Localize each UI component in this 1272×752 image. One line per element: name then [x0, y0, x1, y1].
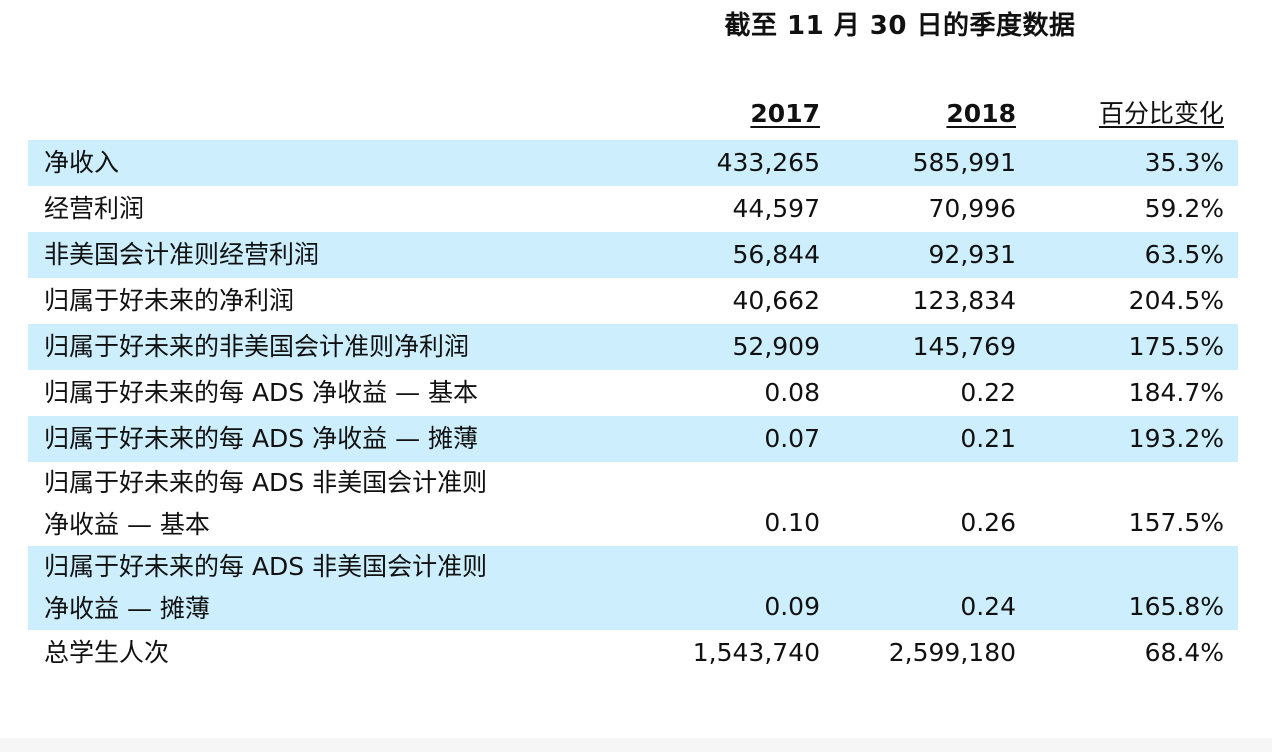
value-2017: 0.08 [764, 378, 820, 407]
value-percent: 193.2% [1128, 424, 1224, 453]
value-percent: 157.5% [1128, 508, 1224, 537]
value-percent: 68.4% [1144, 638, 1224, 667]
value-2018: 92,931 [928, 240, 1016, 269]
table-header: 2017 2018 百分比变化 [28, 92, 1238, 136]
value-2018: 0.26 [960, 508, 1016, 537]
value-percent: 59.2% [1144, 194, 1224, 223]
value-2017: 52,909 [732, 332, 820, 361]
value-2017: 0.07 [764, 424, 820, 453]
bottom-divider [0, 738, 1272, 752]
table-row: 归属于好未来的每 ADS 非美国会计准则 净收益 — 基本 0.10 0.26 … [28, 462, 1238, 546]
value-2018: 145,769 [912, 332, 1016, 361]
value-2017: 433,265 [716, 148, 820, 177]
value-2017: 40,662 [732, 286, 820, 315]
value-2018: 0.21 [960, 424, 1016, 453]
value-percent: 35.3% [1144, 148, 1224, 177]
row-label: 净收入 [44, 148, 120, 177]
header-2018: 2018 [946, 99, 1016, 128]
value-2017: 0.09 [764, 592, 820, 621]
table-row: 净收入 433,265 585,991 35.3% [28, 140, 1238, 186]
financial-table: 净收入 433,265 585,991 35.3% 经营利润 44,597 70… [28, 140, 1238, 676]
table-row: 归属于好未来的净利润 40,662 123,834 204.5% [28, 278, 1238, 324]
table-row: 非美国会计准则经营利润 56,844 92,931 63.5% [28, 232, 1238, 278]
value-2018: 2,599,180 [888, 638, 1016, 667]
value-percent: 175.5% [1128, 332, 1224, 361]
value-2018: 0.24 [960, 592, 1016, 621]
value-2017: 1,543,740 [692, 638, 820, 667]
row-label: 经营利润 [44, 194, 145, 223]
header-percent-change: 百分比变化 [1098, 99, 1224, 128]
value-2018: 123,834 [912, 286, 1016, 315]
row-label: 归属于好未来的每 ADS 净收益 — 摊薄 [44, 424, 479, 453]
table-row: 总学生人次 1,543,740 2,599,180 68.4% [28, 630, 1238, 676]
table-row: 归属于好未来的非美国会计准则净利润 52,909 145,769 175.5% [28, 324, 1238, 370]
row-label: 归属于好未来的每 ADS 净收益 — 基本 [44, 378, 479, 407]
row-label: 归属于好未来的非美国会计准则净利润 [44, 332, 470, 361]
table-row: 归属于好未来的每 ADS 非美国会计准则 净收益 — 摊薄 0.09 0.24 … [28, 546, 1238, 630]
value-percent: 204.5% [1128, 286, 1224, 315]
table-row: 归属于好未来的每 ADS 净收益 — 摊薄 0.07 0.21 193.2% [28, 416, 1238, 462]
value-2017: 44,597 [732, 194, 820, 223]
row-label: 归属于好未来的净利润 [44, 286, 295, 315]
table-row: 归属于好未来的每 ADS 净收益 — 基本 0.08 0.22 184.7% [28, 370, 1238, 416]
value-2017: 0.10 [764, 508, 820, 537]
value-percent: 184.7% [1128, 378, 1224, 407]
table-title: 截至 11 月 30 日的季度数据 [724, 11, 1076, 41]
table-row: 经营利润 44,597 70,996 59.2% [28, 186, 1238, 232]
value-percent: 165.8% [1128, 592, 1224, 621]
header-2017: 2017 [750, 99, 820, 128]
value-2018: 70,996 [928, 194, 1016, 223]
row-label: 归属于好未来的每 ADS 非美国会计准则 净收益 — 摊薄 [44, 552, 488, 623]
row-label: 非美国会计准则经营利润 [44, 240, 320, 269]
row-label: 归属于好未来的每 ADS 非美国会计准则 净收益 — 基本 [44, 468, 488, 539]
row-label: 总学生人次 [44, 638, 170, 667]
value-2018: 585,991 [912, 148, 1016, 177]
value-percent: 63.5% [1144, 240, 1224, 269]
value-2018: 0.22 [960, 378, 1016, 407]
value-2017: 56,844 [732, 240, 820, 269]
